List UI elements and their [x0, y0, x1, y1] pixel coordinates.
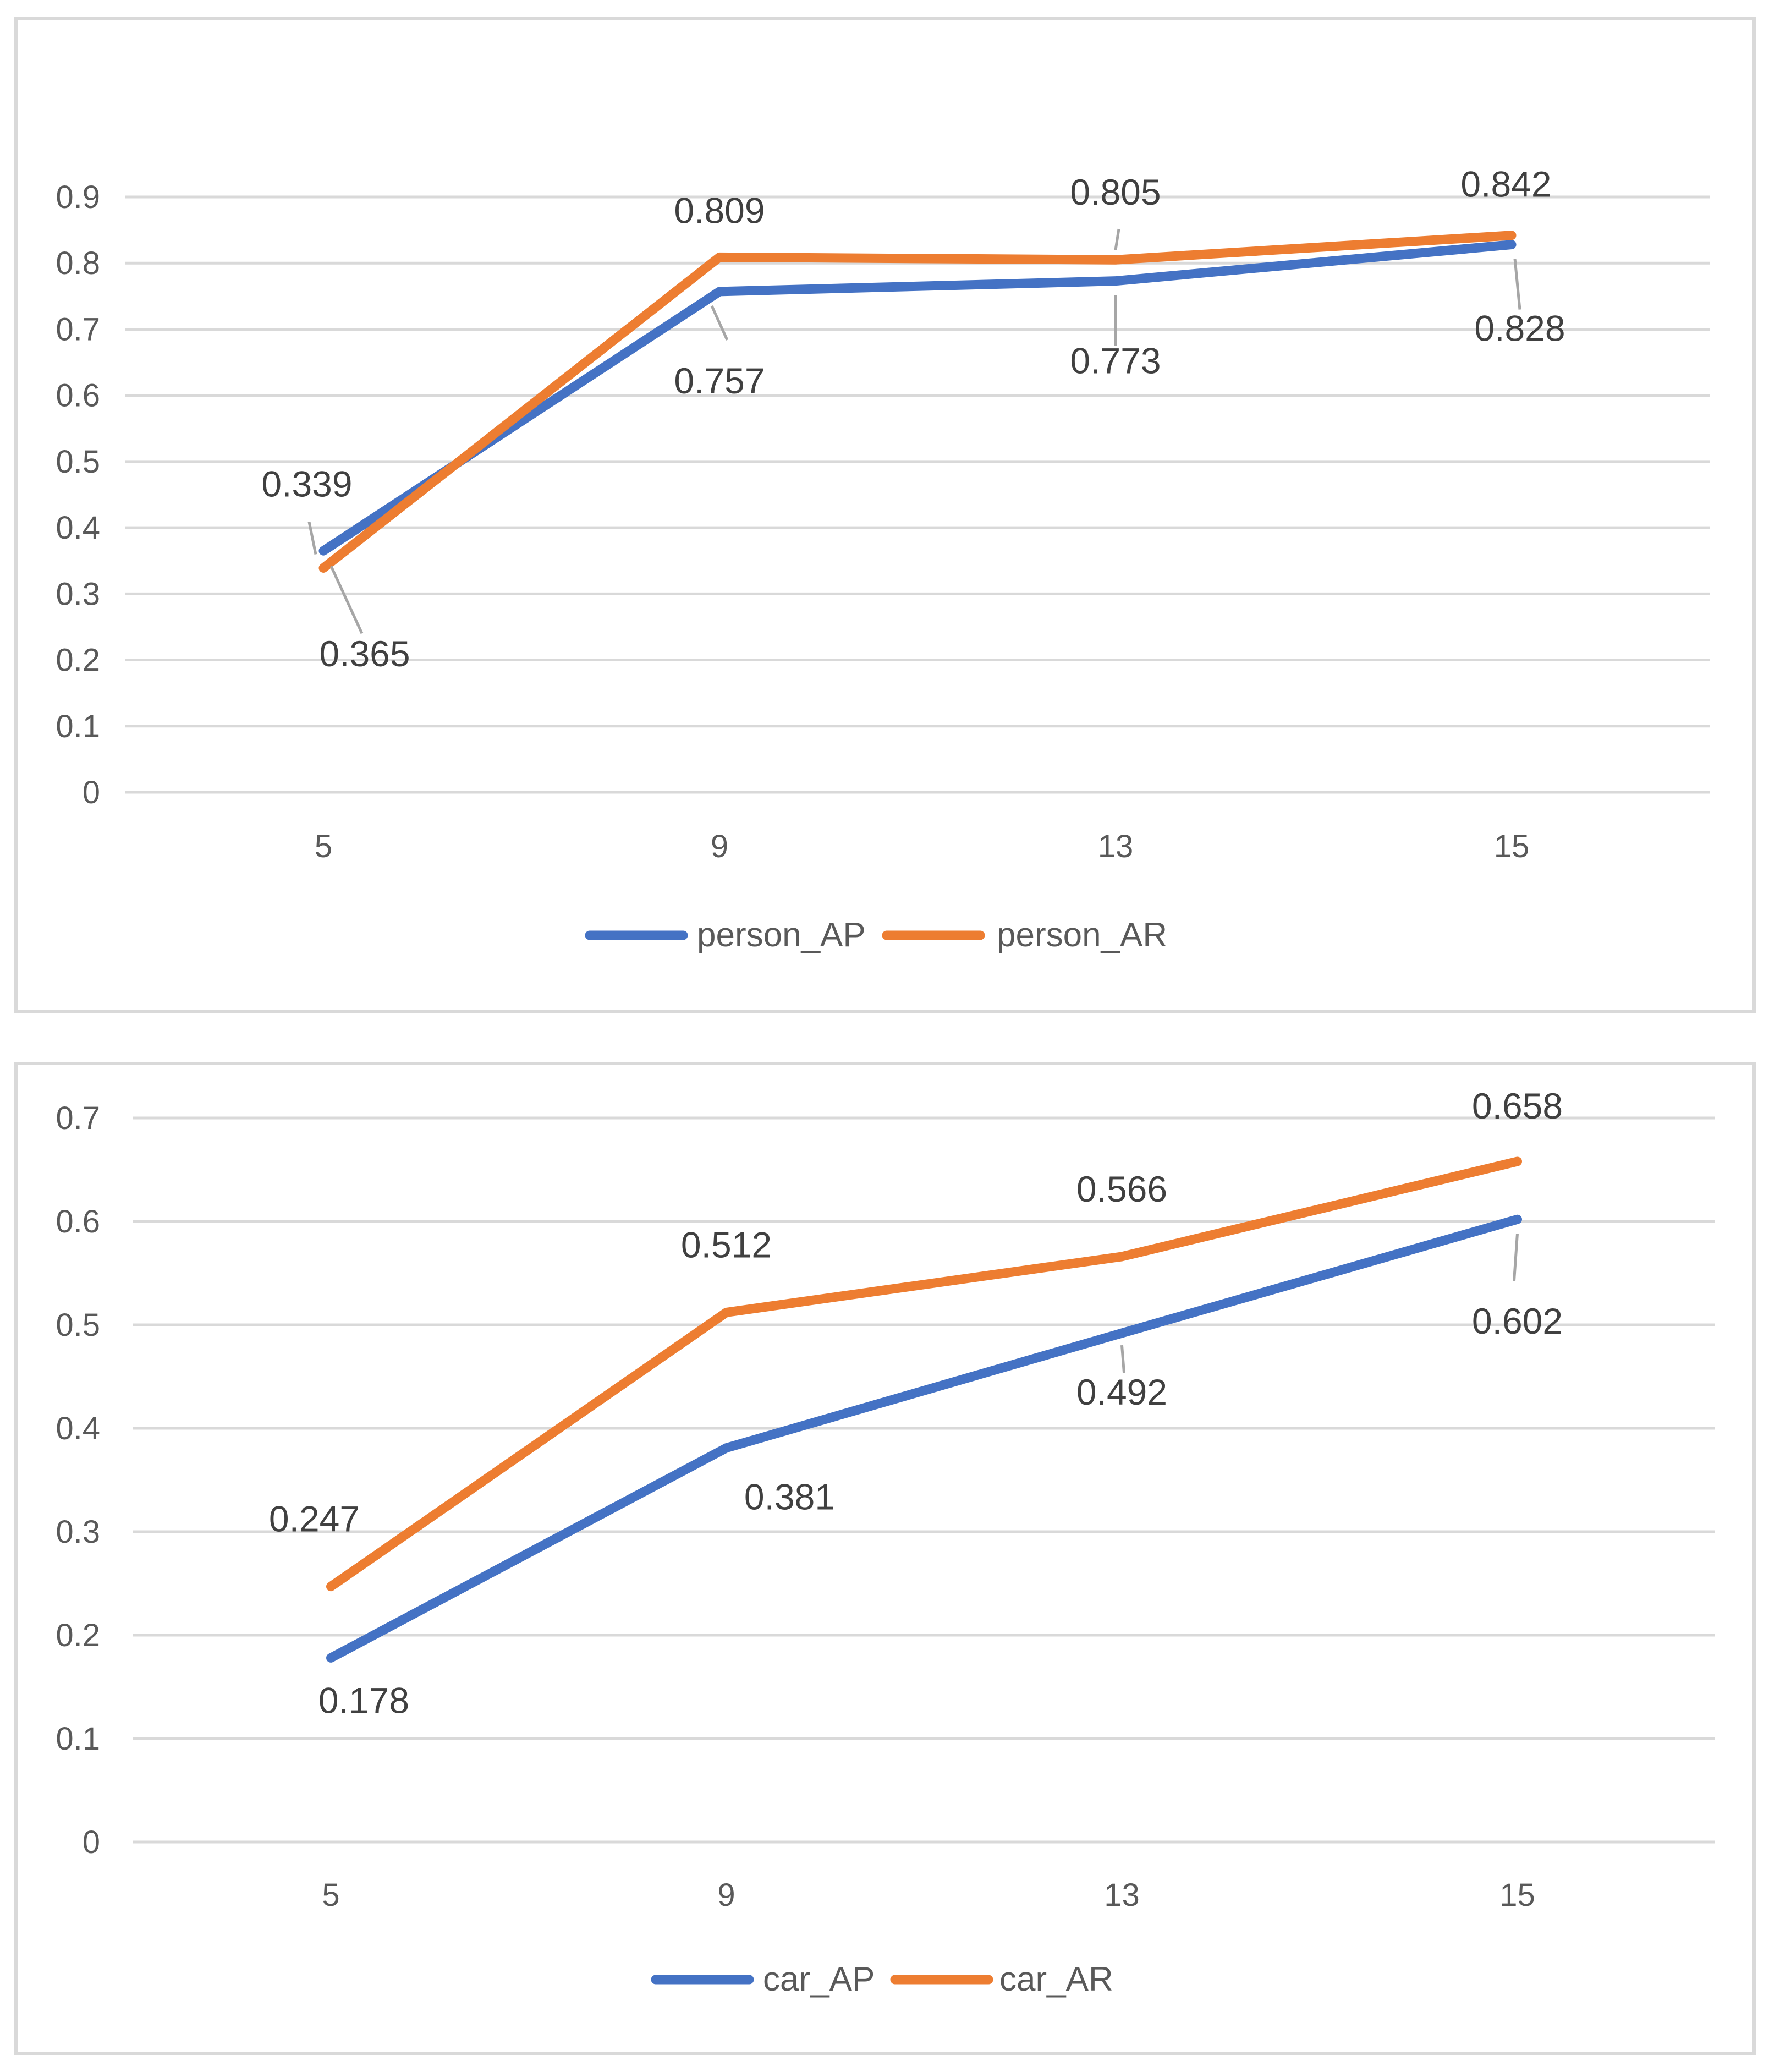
- data-label-leader: [1513, 1234, 1519, 1281]
- x-tick-label: 9: [717, 1877, 735, 1913]
- y-tick-label: 0.9: [56, 179, 100, 215]
- y-tick-label: 0.6: [56, 1204, 100, 1240]
- chart-person: 0 0.1 0.2 0.3 0.4 0.5 0.6 0.7 0.8 0.9 5 9 13 15 0.365 0…: [56, 164, 1710, 954]
- chart-car: 0 0.1 0.2 0.3 0.4 0.5 0.6 0.7 5 9 13 15 0.178 0.381 0.…: [56, 1086, 1715, 1998]
- y-tick-label: 0.7: [56, 1100, 100, 1136]
- data-label-car_AR: 0.658: [1472, 1086, 1563, 1126]
- y-tick-label: 0.1: [56, 709, 100, 744]
- data-label-car_AP: 0.178: [318, 1680, 409, 1720]
- legend-label-person_AP: person_AP: [697, 916, 866, 954]
- y-tick-label: 0.7: [56, 311, 100, 347]
- data-label-person_AP: 0.757: [674, 360, 765, 401]
- data-label-person_AR: 0.805: [1070, 172, 1161, 212]
- x-tick-label: 9: [711, 829, 728, 864]
- data-label-leader: [710, 305, 729, 341]
- y-tick-label: 0.4: [56, 1411, 100, 1446]
- y-tick-label: 0.8: [56, 245, 100, 281]
- data-label-car_AP: 0.381: [744, 1477, 835, 1517]
- data-label-person_AR: 0.842: [1460, 164, 1551, 205]
- data-label-leader: [1513, 259, 1521, 310]
- data-label-car_AR: 0.566: [1076, 1169, 1167, 1209]
- y-tick-label: 0.2: [56, 1618, 100, 1653]
- data-label-person_AP: 0.365: [319, 633, 410, 674]
- car-car_AR-line: [326, 1156, 1522, 1592]
- data-label-leader: [329, 566, 364, 634]
- data-label-person_AP: 0.773: [1070, 341, 1161, 381]
- data-label-car_AP: 0.492: [1076, 1372, 1167, 1412]
- x-tick-label: 15: [1499, 1877, 1535, 1913]
- chart-panel-car: 0 0.1 0.2 0.3 0.4 0.5 0.6 0.7 5 9 13 15 0.178 0.381 0.…: [14, 1062, 1756, 2055]
- x-tick-label: 13: [1098, 829, 1134, 864]
- y-tick-label: 0: [83, 775, 100, 810]
- x-tick-label: 13: [1104, 1877, 1140, 1913]
- y-tick-label: 0.5: [56, 1307, 100, 1343]
- y-tick-label: 0: [83, 1824, 100, 1860]
- x-tick-label: 5: [322, 1877, 339, 1913]
- x-tick-label: 5: [315, 829, 332, 864]
- y-tick-label: 0.2: [56, 643, 100, 678]
- y-tick-label: 0.3: [56, 576, 100, 612]
- person-person_AR-line: [318, 231, 1517, 573]
- data-label-car_AR: 0.512: [681, 1224, 772, 1265]
- data-label-leader: [1120, 1345, 1125, 1373]
- legend-label-person_AR: person_AR: [997, 916, 1167, 954]
- legend-label-car_AP: car_AP: [763, 1960, 875, 1998]
- data-label-leader: [307, 521, 317, 555]
- data-label-person_AR: 0.339: [261, 463, 352, 504]
- y-tick-label: 0.5: [56, 444, 100, 480]
- data-label-car_AP: 0.602: [1472, 1301, 1563, 1341]
- data-label-leader: [1114, 228, 1120, 250]
- y-tick-label: 0.4: [56, 510, 100, 546]
- y-tick-label: 0.1: [56, 1721, 100, 1757]
- chart-panel-person: 0 0.1 0.2 0.3 0.4 0.5 0.6 0.7 0.8 0.9 5 9 13 15 0.365 0…: [14, 17, 1756, 1013]
- y-tick-label: 0.6: [56, 378, 100, 414]
- y-tick-label: 0.3: [56, 1514, 100, 1550]
- person-person_AP-line: [318, 240, 1517, 556]
- data-label-car_AR: 0.247: [269, 1499, 360, 1539]
- x-tick-label: 15: [1494, 829, 1530, 864]
- data-label-person_AR: 0.809: [674, 190, 765, 231]
- car-car_AP-line: [326, 1214, 1522, 1663]
- legend-label-car_AR: car_AR: [999, 1960, 1113, 1998]
- data-label-person_AP: 0.828: [1474, 308, 1565, 349]
